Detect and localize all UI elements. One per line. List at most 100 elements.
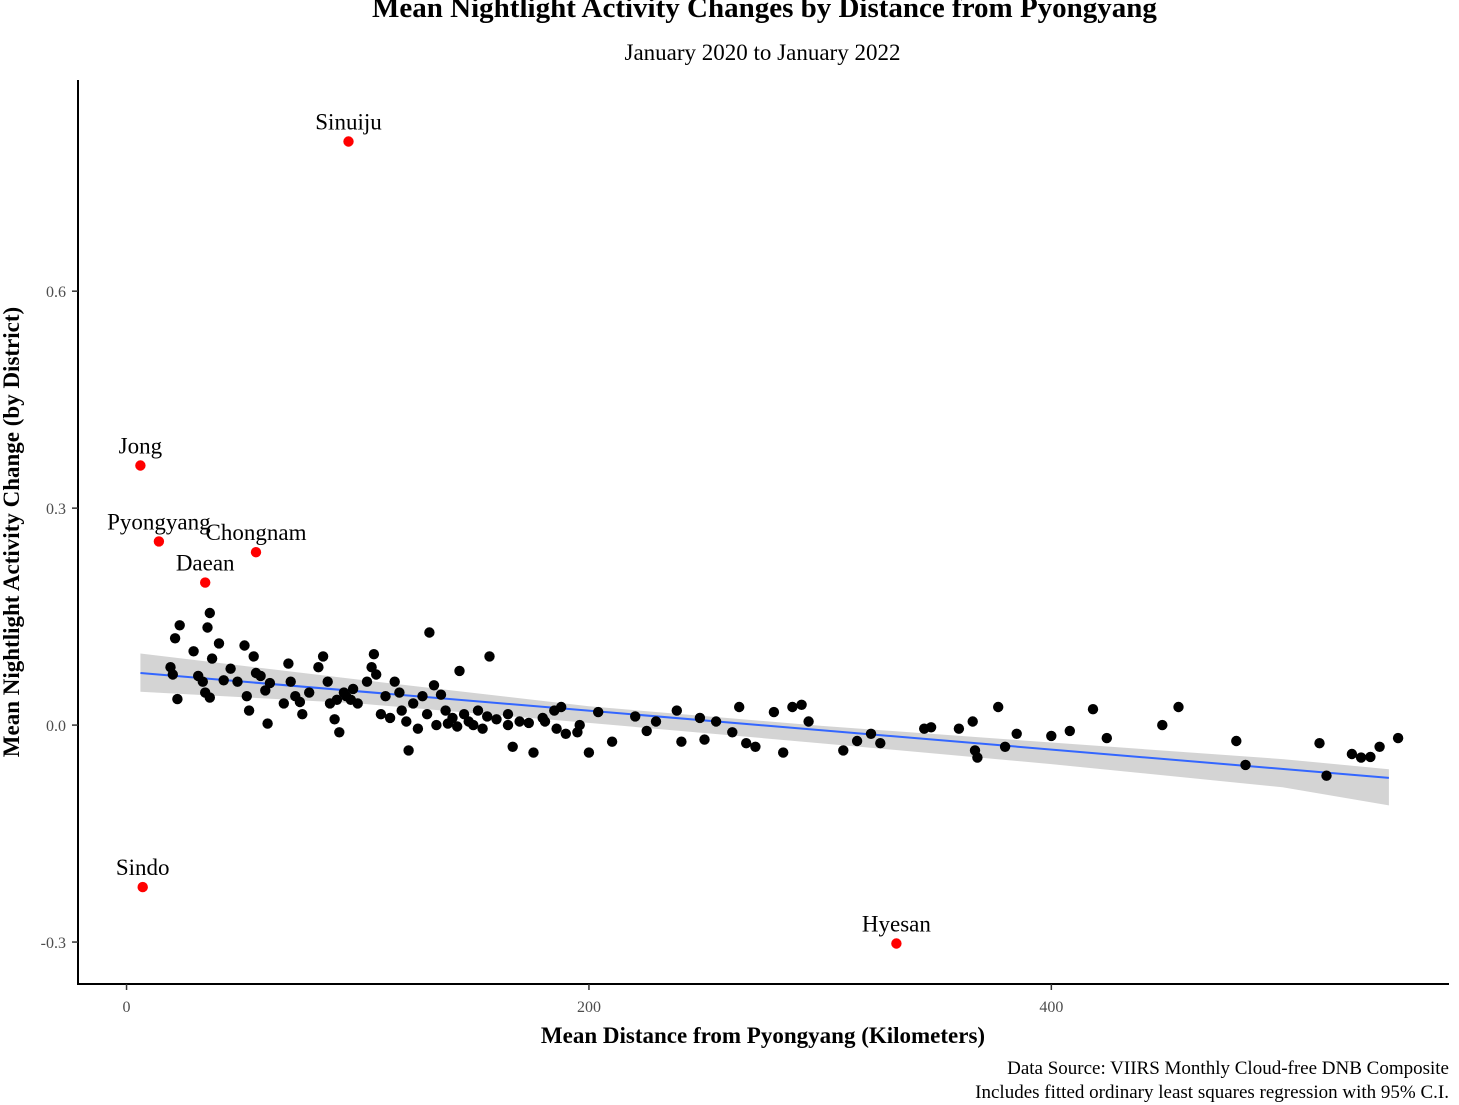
data-point bbox=[368, 649, 380, 660]
data-point bbox=[262, 718, 273, 729]
point-label-sinuiju: Sinuiju bbox=[315, 110, 382, 135]
data-point bbox=[925, 722, 937, 733]
data-point bbox=[264, 677, 276, 689]
confidence-band bbox=[140, 653, 1389, 806]
point-label-hyesan: Hyesan bbox=[862, 912, 931, 937]
data-point bbox=[384, 712, 396, 724]
data-point bbox=[768, 706, 780, 718]
data-point bbox=[408, 698, 419, 709]
highlight-point-sindo bbox=[137, 881, 148, 893]
data-point bbox=[1046, 730, 1057, 742]
data-point bbox=[865, 728, 877, 739]
highlight-point-pyongyang bbox=[153, 536, 165, 547]
data-point bbox=[778, 747, 789, 758]
data-point bbox=[380, 691, 391, 702]
data-point bbox=[283, 658, 294, 669]
data-point bbox=[838, 745, 849, 756]
data-point bbox=[394, 687, 405, 698]
data-point bbox=[389, 676, 400, 687]
highlight-point-daean bbox=[200, 577, 211, 588]
data-point bbox=[606, 736, 618, 747]
y-axis-title: Mean Nightlight Activity Change (by Dist… bbox=[0, 307, 24, 757]
data-point bbox=[491, 714, 502, 725]
data-point bbox=[593, 706, 604, 718]
point-label-chongnam: Chongnam bbox=[206, 520, 307, 545]
data-point bbox=[472, 705, 484, 716]
data-point bbox=[787, 701, 798, 713]
data-point bbox=[174, 620, 185, 631]
data-point bbox=[972, 752, 983, 763]
data-point bbox=[477, 723, 488, 734]
data-point bbox=[334, 727, 345, 738]
highlight-point-jong bbox=[135, 460, 146, 471]
data-point bbox=[403, 745, 414, 756]
data-point bbox=[206, 653, 218, 664]
data-point bbox=[239, 640, 250, 651]
data-point bbox=[699, 734, 710, 745]
data-point bbox=[875, 738, 886, 749]
data-point bbox=[375, 709, 387, 720]
data-point bbox=[313, 662, 324, 673]
point-label-daean: Daean bbox=[176, 551, 235, 576]
data-point bbox=[851, 735, 863, 747]
data-point bbox=[294, 696, 306, 708]
data-point bbox=[204, 607, 215, 619]
data-point bbox=[556, 701, 567, 713]
data-point bbox=[167, 669, 178, 680]
axes-layer: -0.3 0.0 0.3 0.6 0 200 400 bbox=[41, 80, 1449, 1016]
data-point bbox=[999, 741, 1011, 752]
data-point bbox=[734, 701, 745, 713]
chart-caption: Data Source: VIIRS Monthly Cloud-free DN… bbox=[975, 1057, 1449, 1105]
data-point bbox=[317, 651, 329, 662]
confidence-band-layer bbox=[140, 653, 1389, 806]
data-point bbox=[727, 727, 738, 738]
data-point bbox=[1346, 748, 1358, 760]
data-point bbox=[1355, 752, 1367, 763]
data-point bbox=[172, 693, 183, 705]
data-point bbox=[1314, 738, 1325, 749]
x-tick-label: 0 bbox=[123, 999, 131, 1016]
data-point bbox=[583, 747, 595, 758]
data-point bbox=[796, 699, 807, 710]
data-point bbox=[169, 633, 181, 644]
data-point bbox=[1064, 725, 1076, 737]
data-point bbox=[676, 736, 687, 747]
data-point bbox=[482, 711, 493, 722]
data-point bbox=[671, 705, 682, 716]
data-point bbox=[248, 651, 259, 662]
data-point bbox=[572, 727, 583, 738]
data-point bbox=[255, 670, 266, 682]
data-point bbox=[551, 723, 562, 734]
x-tick-label: 200 bbox=[577, 999, 601, 1016]
data-point bbox=[297, 709, 308, 720]
y-tick-label: -0.3 bbox=[41, 935, 66, 952]
data-point bbox=[188, 646, 199, 657]
x-axis-title: Mean Distance from Pyongyang (Kilometers… bbox=[541, 1023, 985, 1048]
data-point bbox=[1173, 701, 1184, 713]
data-point bbox=[484, 651, 495, 662]
data-point bbox=[1374, 741, 1385, 752]
data-point bbox=[396, 705, 407, 716]
data-point bbox=[428, 680, 440, 691]
data-point bbox=[502, 719, 514, 731]
data-point bbox=[514, 716, 525, 727]
data-point bbox=[560, 728, 571, 739]
data-point bbox=[202, 622, 213, 633]
data-point bbox=[502, 709, 514, 720]
data-point bbox=[750, 741, 761, 752]
data-point bbox=[1231, 735, 1242, 747]
data-point bbox=[322, 676, 333, 687]
data-point bbox=[218, 675, 229, 686]
data-point bbox=[694, 712, 706, 724]
data-point bbox=[523, 717, 534, 729]
point-label-sindo: Sindo bbox=[116, 855, 170, 880]
data-point bbox=[225, 663, 236, 674]
data-point bbox=[452, 721, 463, 732]
y-tick-label: 0.0 bbox=[46, 718, 66, 735]
data-point bbox=[454, 665, 465, 677]
data-point bbox=[421, 709, 433, 720]
data-point bbox=[1087, 704, 1099, 715]
data-point bbox=[967, 716, 978, 727]
